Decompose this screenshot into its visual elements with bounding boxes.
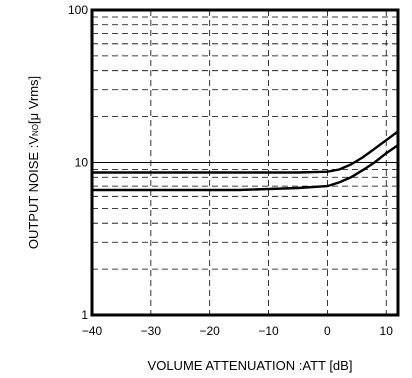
y-axis-label-prefix: OUTPUT NOISE :V xyxy=(26,136,41,249)
x-tick-label: −40 xyxy=(82,324,103,338)
series-line-1 xyxy=(92,130,399,174)
x-tick-labels: −40 −30 −20 −10 0 10 xyxy=(82,324,393,338)
x-tick-label: 0 xyxy=(324,324,331,338)
x-tick-label: 10 xyxy=(380,324,394,338)
y-axis-label: OUTPUT NOISE :VNO[μ Vrms] xyxy=(26,76,41,249)
x-tick-label: −30 xyxy=(141,324,162,338)
x-tick-label: −10 xyxy=(258,324,279,338)
grid xyxy=(92,10,398,315)
plot-frame xyxy=(90,8,400,317)
y-tick-label: 100 xyxy=(68,3,88,17)
y-tick-label: 1 xyxy=(81,308,88,322)
series-lines xyxy=(92,130,399,192)
y-axis-label-suffix: [μ Vrms] xyxy=(26,76,41,124)
y-axis-label-subscript: NO xyxy=(31,124,40,136)
x-tick-label: −20 xyxy=(200,324,221,338)
x-axis-label: VOLUME ATTENUATION :ATT [dB] xyxy=(148,358,353,373)
y-tick-label: 10 xyxy=(75,156,89,170)
y-tick-labels: 1 10 100 xyxy=(68,3,88,322)
series-line-2 xyxy=(92,144,399,192)
